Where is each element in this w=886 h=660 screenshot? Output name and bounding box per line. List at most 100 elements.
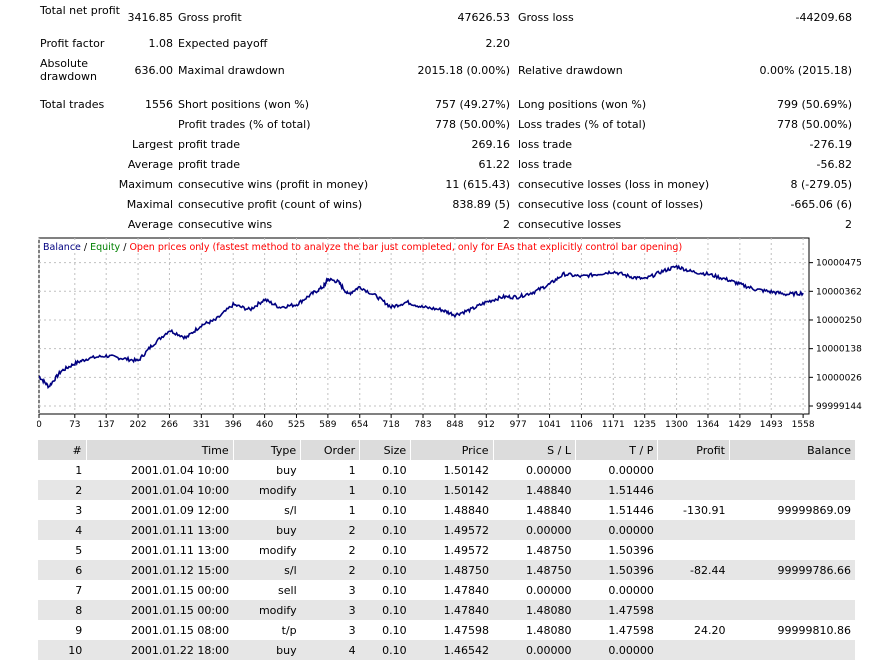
col-balance[interactable]: Balance bbox=[728, 440, 855, 460]
cell-balance bbox=[729, 480, 855, 500]
col-type[interactable]: Type bbox=[232, 440, 301, 460]
value-short-positions: 757 (49.27%) bbox=[434, 98, 510, 111]
label-loss-trades: Loss trades (% of total) bbox=[518, 118, 646, 131]
cell-num: 7 bbox=[37, 580, 87, 600]
label-average-consecutive: Average bbox=[127, 218, 173, 231]
cell-balance bbox=[729, 600, 855, 620]
cell-sl: 0.00000 bbox=[493, 580, 576, 600]
cell-type: modify bbox=[233, 480, 301, 500]
chart-x-axis: 0 73 137 202 266 331 396 460 525 589 654 718 783 848 9… bbox=[37, 414, 815, 430]
col-sl[interactable]: S / L bbox=[492, 440, 576, 460]
value-relative-drawdown: 0.00% (2015.18) bbox=[759, 64, 852, 77]
value-gross-profit: 47626.53 bbox=[457, 11, 511, 24]
cell-balance: 99999786.66 bbox=[729, 560, 855, 580]
cell-sl: 0.00000 bbox=[493, 520, 576, 540]
legend-balance: Balance bbox=[43, 242, 81, 253]
cell-price: 1.48750 bbox=[410, 560, 494, 580]
table-row[interactable]: 8 2001.01.15 00:00 modify 3 0.10 1.47840 1.480… bbox=[37, 600, 855, 620]
label-maximal-drawdown: Maximal drawdown bbox=[178, 64, 285, 77]
cell-order: 3 bbox=[300, 620, 360, 640]
cell-tp: 0.00000 bbox=[575, 640, 658, 660]
chart-y-axis: 99999144 10000026 10000138 10000250 10000362… bbox=[809, 259, 862, 412]
value-average-consecutive-losses: 2 bbox=[845, 218, 852, 231]
y-tick-label: 10000138 bbox=[816, 345, 862, 355]
table-row[interactable]: 5 2001.01.11 13:00 modify 2 0.10 1.49572 1.487… bbox=[37, 540, 855, 560]
legend-note: Open prices only (fastest method to anal… bbox=[129, 242, 682, 253]
col-size[interactable]: Size bbox=[359, 440, 411, 460]
table-row[interactable]: 6 2001.01.12 15:00 s/l 2 0.10 1.48750 1.48750 1… bbox=[37, 560, 855, 580]
cell-time: 2001.01.04 10:00 bbox=[86, 480, 234, 500]
cell-price: 1.47840 bbox=[410, 580, 494, 600]
cell-size: 0.10 bbox=[359, 540, 411, 560]
value-long-positions: 799 (50.69%) bbox=[776, 98, 852, 111]
x-tick-label: 589 bbox=[319, 420, 336, 430]
cell-tp: 0.00000 bbox=[575, 520, 658, 540]
cell-balance bbox=[729, 460, 855, 480]
cell-price: 1.50142 bbox=[410, 480, 494, 500]
x-tick-label: 331 bbox=[193, 420, 210, 430]
trades-table: # Time Type Order Size Price S / L T / P… bbox=[37, 440, 855, 660]
x-tick-label: 1300 bbox=[665, 420, 688, 430]
cell-order: 1 bbox=[300, 500, 360, 520]
table-row[interactable]: 10 2001.01.22 18:00 buy 4 0.10 1.46542 0.00000… bbox=[37, 640, 855, 660]
x-tick-label: 912 bbox=[478, 420, 495, 430]
cell-type: s/l bbox=[233, 560, 301, 580]
balance-chart: 99999144 10000026 10000138 10000250 10000362… bbox=[37, 237, 862, 430]
table-row[interactable]: 7 2001.01.15 00:00 sell 3 0.10 1.47840 0.00000… bbox=[37, 580, 855, 600]
cell-sl: 1.48840 bbox=[493, 480, 576, 500]
table-row[interactable]: 9 2001.01.15 08:00 t/p 3 0.10 1.47598 1.48080 1… bbox=[37, 620, 855, 640]
col-num[interactable]: # bbox=[37, 440, 87, 460]
cell-size: 0.10 bbox=[359, 520, 411, 540]
cell-tp: 0.00000 bbox=[575, 580, 658, 600]
x-tick-label: 1041 bbox=[538, 420, 561, 430]
x-tick-label: 396 bbox=[225, 420, 242, 430]
col-order[interactable]: Order bbox=[300, 440, 360, 460]
cell-num: 5 bbox=[37, 540, 87, 560]
cell-sl: 1.48750 bbox=[493, 560, 576, 580]
cell-size: 0.10 bbox=[359, 620, 411, 640]
cell-profit bbox=[657, 600, 730, 620]
cell-size: 0.10 bbox=[359, 560, 411, 580]
col-time[interactable]: Time bbox=[85, 440, 234, 460]
x-tick-label: 718 bbox=[383, 420, 400, 430]
cell-num: 4 bbox=[37, 520, 87, 540]
col-price[interactable]: Price bbox=[410, 440, 494, 460]
cell-order: 3 bbox=[300, 600, 360, 620]
label-relative-drawdown: Relative drawdown bbox=[518, 64, 623, 77]
cell-price: 1.47598 bbox=[410, 620, 494, 640]
y-tick-label: 10000250 bbox=[816, 316, 862, 326]
cell-sl: 0.00000 bbox=[493, 640, 576, 660]
chart-grid bbox=[38, 238, 809, 414]
cell-tp: 1.50396 bbox=[575, 540, 658, 560]
cell-type: buy bbox=[233, 520, 301, 540]
label-profit-factor: Profit factor bbox=[40, 37, 105, 50]
table-row[interactable]: 2 2001.01.04 10:00 modify 1 0.10 1.50142 1.488… bbox=[37, 480, 855, 500]
cell-size: 0.10 bbox=[359, 500, 411, 520]
col-profit[interactable]: Profit bbox=[657, 440, 730, 460]
cell-order: 2 bbox=[300, 560, 360, 580]
cell-sl: 1.48080 bbox=[493, 620, 576, 640]
table-row[interactable]: 3 2001.01.09 12:00 s/l 1 0.10 1.48840 1.48840 1… bbox=[37, 500, 855, 520]
table-row[interactable]: 4 2001.01.11 13:00 buy 2 0.10 1.49572 0.00000 0… bbox=[37, 520, 855, 540]
table-row[interactable]: 1 2001.01.04 10:00 buy 1 0.10 1.50142 0.00000 0… bbox=[37, 460, 855, 480]
cell-profit bbox=[657, 520, 730, 540]
x-tick-label: 137 bbox=[98, 420, 115, 430]
cell-size: 0.10 bbox=[359, 460, 411, 480]
cell-num: 9 bbox=[37, 620, 87, 640]
cell-tp: 1.50396 bbox=[575, 560, 658, 580]
cell-tp: 0.00000 bbox=[575, 460, 658, 480]
label-largest-profit-trade: profit trade bbox=[178, 138, 241, 151]
value-largest-profit-trade: 269.16 bbox=[471, 138, 511, 151]
x-tick-label: 654 bbox=[351, 420, 368, 430]
x-tick-label: 1493 bbox=[760, 420, 783, 430]
cell-balance bbox=[729, 520, 855, 540]
cell-order: 1 bbox=[300, 480, 360, 500]
col-tp[interactable]: T / P bbox=[574, 440, 658, 460]
cell-num: 3 bbox=[37, 500, 87, 520]
value-loss-trades: 778 (50.00%) bbox=[776, 118, 852, 131]
cell-num: 10 bbox=[37, 640, 87, 660]
cell-type: buy bbox=[233, 640, 301, 660]
label-max-consecutive-wins: consecutive wins (profit in money) bbox=[178, 178, 369, 191]
cell-sl: 1.48080 bbox=[493, 600, 576, 620]
value-consecutive-loss: -665.06 (6) bbox=[790, 198, 852, 211]
